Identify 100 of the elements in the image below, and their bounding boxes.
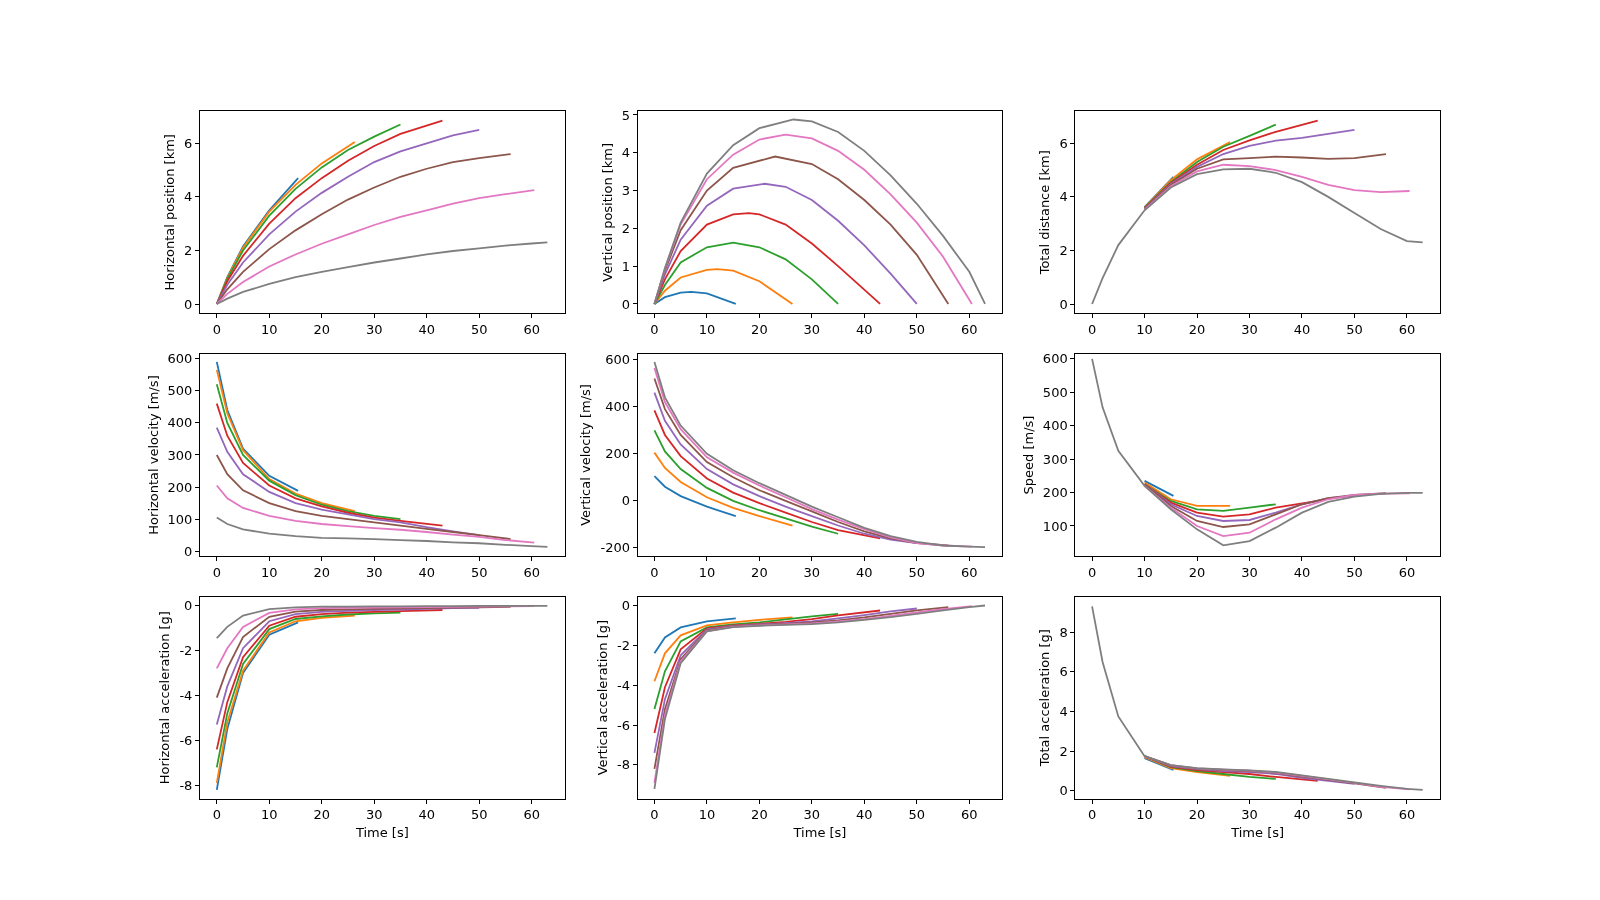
x-tick-label: 40: [418, 807, 435, 823]
y-tick-label: -6: [179, 732, 193, 748]
y-tick-label: -4: [179, 687, 193, 703]
line-series: [215, 516, 549, 548]
x-tick-label: 40: [1293, 322, 1311, 337]
y-tick-label: 0: [1059, 296, 1068, 312]
x-tick-label: 50: [908, 322, 926, 337]
x-tick-label: 30: [365, 322, 383, 337]
x-tick-label: 30: [803, 322, 821, 337]
line-series: [215, 241, 549, 305]
line-series: [653, 182, 918, 305]
y-tick-label: 200: [605, 446, 631, 462]
y-tick-label: 6: [1059, 664, 1068, 680]
x-axis-title: Time [s]: [1230, 824, 1285, 840]
line-series: [1143, 755, 1277, 780]
x-tick-label: 60: [961, 564, 978, 580]
x-axis-title: Time [s]: [792, 824, 847, 840]
line-series: [653, 612, 840, 711]
y-tick-label: 600: [167, 351, 193, 367]
y-tick-label: 0: [1059, 783, 1068, 799]
y-tick-label: 500: [167, 383, 193, 399]
x-tick-label: 50: [908, 564, 926, 580]
y-tick-label: 0: [184, 296, 193, 312]
x-tick-label: 0: [212, 322, 221, 337]
x-tick-label: 10: [1136, 564, 1153, 580]
line-series: [653, 429, 840, 535]
y-tick-label: 6: [184, 135, 193, 151]
y-tick-label: -6: [617, 717, 631, 733]
x-tick-label: 20: [313, 564, 331, 580]
line-series: [215, 606, 481, 726]
y-tick-label: 4: [184, 189, 193, 205]
y-tick-label: 0: [621, 598, 631, 614]
x-tick-label: 0: [1087, 564, 1097, 580]
line-series: [1143, 123, 1277, 209]
y-tick-label: 200: [1042, 485, 1068, 501]
line-series: [1143, 119, 1319, 210]
y-tick-label: -2: [179, 643, 193, 659]
line-series: [215, 454, 512, 540]
x-tick-label: 10: [698, 807, 716, 823]
x-tick-label: 50: [1346, 322, 1363, 337]
y-tick-label: 2: [621, 220, 631, 236]
line-series: [1143, 129, 1356, 210]
y-axis-title: Total distance [km]: [1037, 150, 1053, 276]
x-tick-label: 60: [961, 322, 978, 337]
y-tick-label: 0: [621, 296, 631, 312]
y-tick-label: 200: [167, 479, 193, 495]
x-tick-label: 40: [856, 807, 873, 823]
line-series: [653, 451, 794, 527]
x-tick-label: 50: [1346, 807, 1363, 823]
y-tick-label: -8: [179, 777, 193, 793]
x-tick-label: 10: [698, 322, 716, 337]
x-tick-label: 50: [470, 807, 488, 823]
x-tick-label: 20: [1188, 807, 1206, 823]
x-tick-label: 10: [261, 564, 278, 580]
line-series: [215, 119, 444, 305]
y-tick-label: 2: [1059, 743, 1068, 759]
y-tick-label: 4: [1059, 704, 1068, 720]
y-tick-label: 3: [621, 183, 631, 199]
line-series: [215, 360, 300, 492]
x-tick-label: 40: [856, 564, 873, 580]
x-tick-label: 30: [365, 564, 383, 580]
x-tick-label: 40: [418, 564, 435, 580]
y-axis-title: Horizontal velocity [m/s]: [145, 375, 161, 535]
line-series: [215, 621, 300, 791]
line-series: [215, 605, 549, 639]
x-tick-label: 60: [523, 322, 540, 337]
x-tick-label: 40: [856, 322, 873, 337]
y-tick-label: 5: [621, 107, 631, 123]
y-tick-label: 0: [621, 493, 631, 509]
x-tick-label: 30: [365, 807, 383, 823]
x-tick-label: 60: [1398, 807, 1416, 823]
x-tick-label: 60: [523, 564, 540, 580]
x-tick-label: 40: [1293, 564, 1311, 580]
y-axis-title: Vertical position [km]: [599, 142, 615, 282]
x-tick-label: 0: [1087, 322, 1097, 337]
y-tick-label: 2: [184, 243, 193, 258]
line-series: [215, 609, 444, 751]
line-series: [653, 290, 737, 305]
y-axis-title: Horizontal position [km]: [162, 134, 178, 291]
y-axis-title: Vertical velocity [m/s]: [578, 384, 594, 526]
line-series: [215, 605, 512, 699]
y-tick-label: 4: [621, 145, 631, 161]
line-series: [1091, 605, 1424, 791]
x-tick-label: 10: [261, 807, 278, 823]
y-tick-label: -200: [600, 540, 631, 556]
y-tick-label: -4: [617, 677, 631, 693]
y-tick-label: 300: [167, 447, 193, 463]
y-tick-label: 0: [184, 598, 193, 614]
y-tick-label: 600: [1042, 351, 1068, 367]
y-tick-label: 400: [167, 415, 193, 431]
y-axis-title: Speed [m/s]: [1020, 415, 1036, 495]
y-tick-label: 600: [605, 352, 631, 368]
line-series: [1091, 357, 1424, 547]
x-tick-label: 40: [1293, 807, 1311, 823]
line-series: [215, 383, 402, 521]
line-series: [653, 475, 737, 518]
line-series: [1143, 756, 1231, 777]
line-series: [653, 616, 794, 683]
x-tick-label: 0: [650, 807, 659, 823]
x-tick-label: 50: [908, 807, 926, 823]
